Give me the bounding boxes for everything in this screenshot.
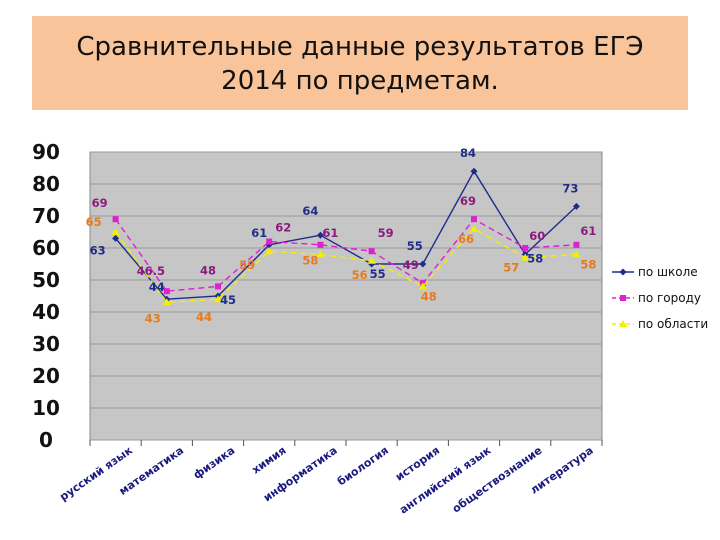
data-label: 59 <box>239 258 255 272</box>
data-point <box>572 202 580 210</box>
data-point <box>521 253 530 261</box>
data-point <box>111 228 120 235</box>
chart-title: Сравнительные данные результатов ЕГЭ 201… <box>76 32 644 96</box>
data-label: 61 <box>322 226 338 240</box>
data-point <box>316 250 325 258</box>
title-banner: Сравнительные данные результатов ЕГЭ 201… <box>32 16 688 110</box>
data-point <box>265 247 274 255</box>
legend-marker <box>620 295 626 301</box>
data-label: 84 <box>460 146 476 160</box>
series-line-2 <box>115 218 577 292</box>
data-label: 57 <box>503 261 519 275</box>
y-tick-label: 80 <box>32 172 60 196</box>
data-point <box>572 250 581 258</box>
data-point <box>112 216 119 223</box>
data-label: 69 <box>460 194 476 208</box>
data-label: 48 <box>421 289 437 303</box>
data-label: 44 <box>149 280 165 294</box>
data-label: 43 <box>145 311 161 325</box>
data-point <box>419 260 427 268</box>
series-line-1 <box>115 169 577 300</box>
x-tick-label: физика <box>191 444 237 482</box>
data-labels: 63 44 45 61 64 55 55 84 58 73 69 46.5 48 62 61 59 49 69 60… <box>86 146 597 325</box>
data-label: 58 <box>527 251 543 265</box>
data-point <box>163 288 170 295</box>
data-point <box>471 216 477 223</box>
data-label: 73 <box>562 181 578 195</box>
series-lines <box>111 167 581 306</box>
data-label: 61 <box>580 224 596 238</box>
y-tick-label: 10 <box>32 396 60 420</box>
data-label: 60 <box>529 229 545 243</box>
y-tick-label: 40 <box>32 300 60 324</box>
legend-entry: по области <box>638 317 708 331</box>
y-tick-label: 60 <box>32 236 60 260</box>
x-tick-label: химия <box>249 444 288 477</box>
data-point <box>418 282 427 290</box>
data-label: 64 <box>302 204 318 218</box>
data-point <box>470 167 478 175</box>
legend-entry: по городу <box>638 291 701 305</box>
data-point <box>522 245 529 251</box>
y-tick-label: 90 <box>32 140 60 164</box>
data-point <box>317 241 324 248</box>
data-label: 55 <box>407 239 423 253</box>
data-label: 48 <box>200 263 216 277</box>
data-label: 58 <box>302 253 318 267</box>
x-tick-label: обществознание <box>450 444 545 516</box>
data-point <box>367 256 376 264</box>
y-tick-label: 70 <box>32 204 60 228</box>
legend-marker <box>619 268 627 276</box>
legend: по школе по городу по области <box>612 265 708 331</box>
data-label: 45 <box>220 293 236 307</box>
y-tick-label: 20 <box>32 364 60 388</box>
data-label: 62 <box>275 221 291 235</box>
data-label: 44 <box>196 310 212 324</box>
data-point <box>368 248 375 255</box>
data-label: 49 <box>403 258 419 272</box>
x-tick-label: английский язык <box>397 444 494 517</box>
x-tick-label: история <box>393 444 442 484</box>
y-tick-label: 0 <box>39 428 53 452</box>
y-tick-label: 30 <box>32 332 60 356</box>
data-point <box>214 295 222 303</box>
data-label: 63 <box>90 243 106 257</box>
data-point <box>573 241 580 248</box>
series-line-3 <box>115 227 577 304</box>
data-point <box>266 238 273 245</box>
data-label: 59 <box>378 226 394 240</box>
data-label: 46.5 <box>137 264 165 278</box>
data-point <box>112 234 120 242</box>
data-label: 65 <box>86 215 102 229</box>
data-point <box>162 298 171 306</box>
legend-entry: по школе <box>638 265 698 279</box>
data-label: 55 <box>370 267 386 281</box>
data-label: 61 <box>251 226 267 240</box>
x-tick-label: биология <box>335 444 391 489</box>
data-label: 58 <box>580 257 596 271</box>
data-point <box>316 231 324 239</box>
legend-marker <box>619 320 627 327</box>
data-point <box>470 224 478 232</box>
data-point <box>215 283 221 290</box>
data-label: 56 <box>352 268 368 282</box>
plot-area <box>89 151 603 441</box>
y-tick-label: 50 <box>32 268 60 292</box>
data-label: 66 <box>458 232 474 246</box>
data-label: 69 <box>92 196 108 210</box>
